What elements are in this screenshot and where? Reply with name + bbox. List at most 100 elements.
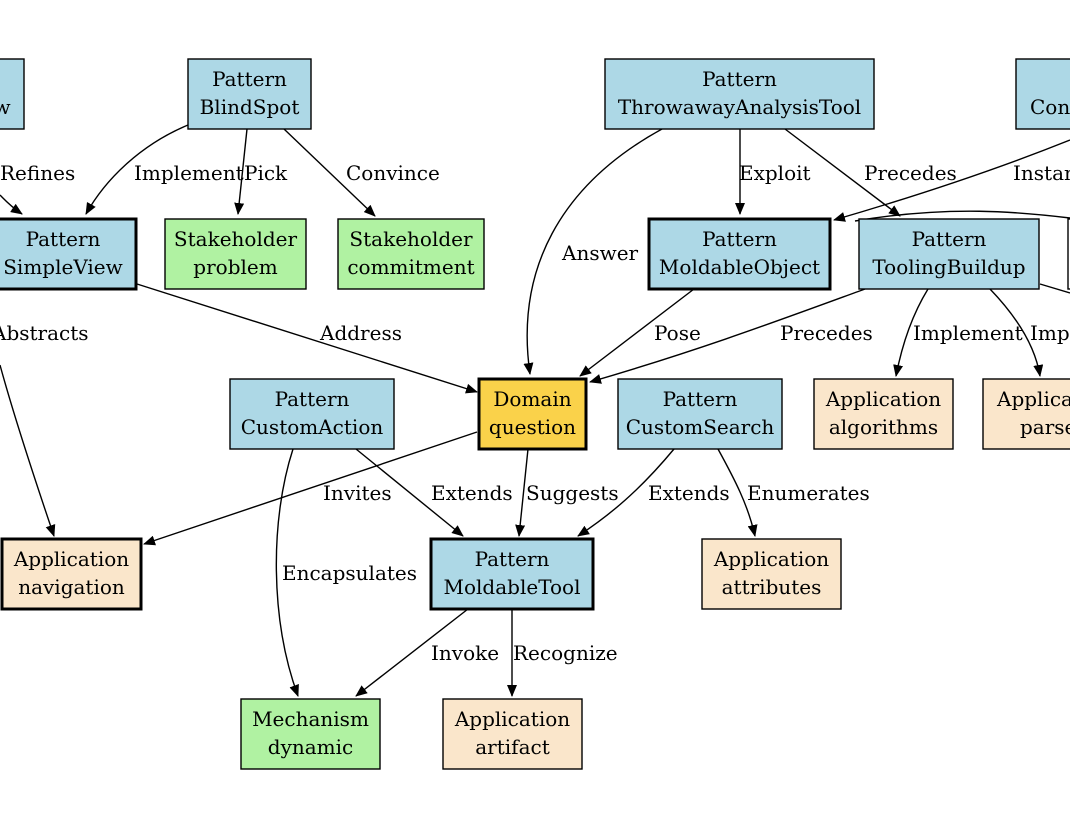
- label-encapsulates: Encapsulates: [282, 561, 417, 585]
- edge-blindspot-simpleview: [85, 124, 189, 215]
- node-pattern-blindspot[interactable]: Pattern BlindSpot: [187, 58, 312, 130]
- node-domain-question-line2: question: [489, 415, 576, 439]
- node-pattern-toolingbuildup[interactable]: Pattern ToolingBuildup: [858, 218, 1040, 290]
- node-app-algorithms-line1: Application: [825, 387, 941, 411]
- node-domain-question[interactable]: Domain question: [477, 377, 588, 451]
- label-invites: Invites: [323, 481, 392, 505]
- node-partial-right-row2: [1067, 218, 1070, 290]
- node-application-artifact[interactable]: Application artifact: [442, 698, 583, 770]
- node-moldableobject-line2: MoldableObject: [659, 255, 820, 279]
- node-customaction-line2: CustomAction: [241, 415, 384, 439]
- node-pattern-customsearch[interactable]: Pattern CustomSearch: [617, 378, 783, 450]
- node-mech-dynamic-line1: Mechanism: [252, 707, 369, 731]
- label-suggests: Suggests: [526, 481, 619, 505]
- label-abstracts: Abstracts: [0, 321, 89, 345]
- edge-moldabletool-mechanism: [355, 608, 469, 697]
- label-implement-simpleview: Implement: [134, 161, 244, 185]
- node-throwaway-line2: ThrowawayAnalysisTool: [618, 95, 861, 119]
- edge-instan: [833, 139, 1070, 222]
- label-answer: Answer: [561, 241, 639, 265]
- label-exploit: Exploit: [739, 161, 811, 185]
- node-moldabletool-line2: MoldableTool: [444, 575, 581, 599]
- edge-blindspot-commitment: [283, 128, 376, 217]
- node-moldabletool-line1: Pattern: [475, 547, 550, 571]
- edge-customsearch-moldabletool: [577, 448, 675, 537]
- node-partial-con-line2: Con: [1030, 95, 1070, 119]
- node-pattern-moldableobject[interactable]: Pattern MoldableObject: [647, 217, 832, 291]
- edge-customsearch-attributes: [717, 448, 758, 537]
- edge-simpleview-domain: [136, 283, 478, 394]
- label-precedes-top: Precedes: [864, 161, 957, 185]
- label-enumerates: Enumerates: [747, 481, 870, 505]
- node-simpleview-line2: SimpleView: [3, 255, 123, 279]
- node-simpleview-line1: Pattern: [26, 227, 101, 251]
- node-stake-commit-line1: Stakeholder: [349, 227, 473, 251]
- label-precedes-mid: Precedes: [780, 321, 873, 345]
- node-stakeholder-commitment[interactable]: Stakeholder commitment: [337, 218, 485, 290]
- label-extends-customsearch: Extends: [648, 481, 730, 505]
- node-customaction-line1: Pattern: [275, 387, 350, 411]
- node-mechanism-dynamic[interactable]: Mechanism dynamic: [240, 698, 381, 770]
- edge-customaction-mechanism: [275, 448, 299, 697]
- node-blindspot-line1: Pattern: [212, 67, 287, 91]
- label-impl-partial: Impl: [1030, 321, 1070, 345]
- label-pick: Pick: [244, 161, 288, 185]
- node-application-algorithms[interactable]: Application algorithms: [813, 378, 954, 450]
- edge-toolingbuildup-right: [1039, 283, 1070, 294]
- node-stake-problem-line1: Stakeholder: [174, 227, 298, 251]
- node-app-navigation-line2: navigation: [18, 575, 125, 599]
- label-extends-customaction: Extends: [431, 481, 513, 505]
- label-instan: Instan: [1013, 161, 1070, 185]
- edge-toolingbuildup-domain: [589, 288, 866, 384]
- edge-labels: Refines Implement Pick Convince Answer E…: [0, 161, 1070, 665]
- node-stake-commit-line2: commitment: [347, 255, 474, 279]
- edge-throwaway-toolingbuildup: [784, 128, 901, 217]
- edge-customaction-moldabletool: [355, 448, 464, 537]
- node-customsearch-line2: CustomSearch: [626, 415, 775, 439]
- node-stakeholder-problem[interactable]: Stakeholder problem: [164, 218, 307, 290]
- node-application-attributes[interactable]: Application attributes: [701, 538, 842, 610]
- node-mech-dynamic-line2: dynamic: [268, 735, 353, 759]
- label-address: Address: [319, 321, 402, 345]
- node-toolingbuildup-line2: ToolingBuildup: [872, 255, 1025, 279]
- node-pattern-moldabletool[interactable]: Pattern MoldableTool: [429, 537, 595, 611]
- node-app-artifact-line2: artifact: [475, 735, 549, 759]
- edge-refines: [0, 194, 23, 215]
- node-pattern-simpleview[interactable]: Pattern SimpleView: [0, 217, 138, 291]
- label-convince: Convince: [346, 161, 440, 185]
- node-partial-view[interactable]: w: [0, 58, 25, 130]
- node-partial-view-line2: w: [0, 95, 11, 119]
- label-implement-algorithms: Implement: [913, 321, 1023, 345]
- node-customsearch-line1: Pattern: [663, 387, 738, 411]
- edge-toolingbuildup-loop: [854, 210, 1070, 222]
- node-toolingbuildup-line1: Pattern: [912, 227, 987, 251]
- label-refines: Refines: [0, 161, 75, 185]
- node-application-parsers[interactable]: Applica parse: [982, 378, 1070, 450]
- node-app-parsers-line1: Applica: [996, 387, 1070, 411]
- node-stake-problem-line2: problem: [193, 255, 277, 279]
- nodes: w Pattern BlindSpot Pattern ThrowawayAna…: [0, 58, 1070, 770]
- node-throwaway-line1: Pattern: [702, 67, 777, 91]
- node-partial-con[interactable]: Con: [1015, 58, 1070, 130]
- node-app-attributes-line1: Application: [713, 547, 829, 571]
- edges: [0, 124, 1070, 697]
- edge-domain-moldabletool: [515, 448, 529, 537]
- edge-domain-navigation: [143, 431, 478, 546]
- node-pattern-customaction[interactable]: Pattern CustomAction: [229, 378, 395, 450]
- node-app-artifact-line1: Application: [454, 707, 570, 731]
- node-blindspot-line2: BlindSpot: [200, 95, 300, 119]
- edge-blindspot-problem: [234, 128, 248, 215]
- node-pattern-throwaway-analysis-tool[interactable]: Pattern ThrowawayAnalysisTool: [604, 58, 875, 130]
- edge-moldableobject-domain: [579, 288, 695, 377]
- node-app-parsers-line2: parse: [1020, 415, 1070, 439]
- node-moldableobject-line1: Pattern: [702, 227, 777, 251]
- label-pose: Pose: [654, 321, 701, 345]
- edge-abstracts: [0, 364, 56, 537]
- node-app-algorithms-line2: algorithms: [829, 415, 938, 439]
- edge-toolingbuildup-algorithms: [893, 288, 929, 377]
- node-app-attributes-line2: attributes: [722, 575, 822, 599]
- edge-toolingbuildup-parsers: [989, 288, 1044, 377]
- node-application-navigation[interactable]: Application navigation: [0, 537, 143, 611]
- node-app-navigation-line1: Application: [13, 547, 129, 571]
